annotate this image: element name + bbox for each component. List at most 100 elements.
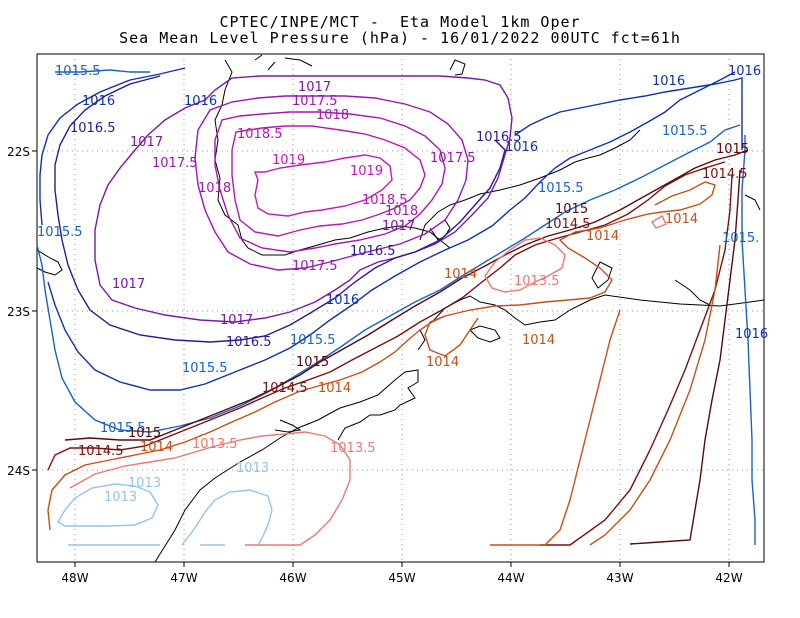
- isobar-label: 1016.5: [70, 121, 116, 136]
- lon-tick-label: 48W: [61, 571, 88, 585]
- coastline-segment: [254, 54, 313, 71]
- isobar-label: 1014: [444, 267, 477, 282]
- coastline-segment: [674, 279, 711, 306]
- isobar-label: 1013: [104, 490, 137, 505]
- isobar-label: 1017.5: [430, 151, 476, 166]
- isobar-label: 1019: [350, 164, 383, 179]
- isobar-label: 1016: [652, 74, 685, 89]
- isobar-label: 1013: [236, 461, 269, 476]
- isobar-label: 1017: [220, 313, 253, 328]
- isobar-label: 1013: [128, 476, 161, 491]
- isobar-c1015_5: [55, 69, 150, 73]
- isobar-label: 1018: [198, 181, 231, 196]
- isobar-label: 1017: [298, 80, 331, 95]
- isobar-label: 1015.5: [37, 225, 83, 240]
- isobar-label: 1014: [318, 381, 351, 396]
- map-title-line-1: CPTEC/INPE/MCT - Eta Model 1km Oper: [219, 13, 581, 31]
- isobar-label: 1016: [728, 64, 761, 79]
- map-frame: [36, 53, 765, 563]
- lon-tick-label: 47W: [170, 571, 197, 585]
- isobar-label: 1017.5: [292, 259, 338, 274]
- isobar-label: 1014: [426, 355, 459, 370]
- isobar-label: 1015: [128, 426, 161, 441]
- isobar-c1013: [57, 483, 159, 527]
- isobar-label: 1015.: [722, 231, 759, 246]
- isobar-c1017_5: [194, 95, 469, 271]
- isobar-label: 1014: [665, 212, 698, 227]
- isobar-label: 1017: [130, 135, 163, 150]
- isobar-label: 1019: [272, 153, 305, 168]
- map-title-line-2: Sea Mean Level Pressure (hPa) - 16/01/20…: [119, 29, 681, 47]
- isobar-label: 1018: [316, 108, 349, 123]
- isobar-label: 1018: [385, 204, 418, 219]
- coastline-segment: [419, 129, 641, 241]
- isobar-c1014: [424, 315, 479, 357]
- isobar-label: 1016: [505, 140, 538, 155]
- isobar-c1015_5: [741, 135, 756, 545]
- coastline-segment: [154, 369, 419, 563]
- isobar-c1016: [39, 67, 186, 226]
- isobar-label: 1017.5: [152, 156, 198, 171]
- isobar-label: 1016: [326, 293, 359, 308]
- coastline-segment: [214, 59, 451, 256]
- coastline-segment: [36, 249, 63, 276]
- coastline-segment: [469, 325, 501, 343]
- isobar-c1016_5: [54, 75, 506, 343]
- isobar-label: 1014.5: [78, 444, 124, 459]
- isobar-c1013_5: [484, 237, 566, 293]
- isobar-label: 1017.5: [292, 94, 338, 109]
- lon-tick-label: 46W: [279, 571, 306, 585]
- isobar-label: 1014: [586, 229, 619, 244]
- isobar-label: 1016.5: [226, 335, 272, 350]
- lon-tick-label: 43W: [606, 571, 633, 585]
- isobar-label: 1013.5: [514, 274, 560, 289]
- isobar-c1014_5: [47, 161, 726, 471]
- isobar-label: 1018.5: [237, 127, 283, 142]
- isobar-label: 1016.5: [476, 130, 522, 145]
- isobar-c1013_5: [651, 215, 667, 229]
- isobar-label: 1015: [555, 202, 588, 217]
- isobar-label: 1013.5: [330, 441, 376, 456]
- graticule: [37, 54, 764, 562]
- isobar-c1015: [64, 149, 749, 441]
- isobar-label: 1017: [382, 219, 415, 234]
- isobar-c1018_5: [231, 125, 426, 237]
- isobar-label: 1016: [184, 94, 217, 109]
- lon-tick-label: 45W: [388, 571, 415, 585]
- lon-tick-label: 44W: [497, 571, 524, 585]
- lat-tick-label: 22S: [7, 145, 30, 159]
- isobar-c1015: [629, 169, 741, 545]
- isobar-label: 1014: [140, 440, 173, 455]
- isobar-c1016: [514, 77, 743, 150]
- isobar-c1015_5: [36, 124, 741, 433]
- lon-tick-label: 42W: [715, 571, 742, 585]
- isobar-label: 1014.5: [262, 381, 308, 396]
- coastline-segment: [449, 59, 466, 76]
- isobar-label: 1014.5: [702, 167, 748, 182]
- isobar-label: 1016.5: [350, 244, 396, 259]
- coastline-segment: [744, 194, 761, 211]
- isobar-c1014: [490, 309, 621, 546]
- isobar-c1017: [94, 75, 513, 323]
- coastline-segment: [274, 419, 302, 433]
- isobar-label: 1016: [735, 327, 768, 342]
- isobar-label: 1018.5: [362, 193, 408, 208]
- isobar-c1016: [47, 71, 736, 391]
- isobar-c1014_5: [540, 174, 733, 546]
- isobar-c1014: [444, 181, 716, 317]
- isobar-label: 1013.5: [192, 437, 238, 452]
- isobar-label: 1015.5: [662, 124, 708, 139]
- isobar-label: 1015.5: [290, 333, 336, 348]
- coastline: [36, 54, 765, 563]
- isobar-c1013_5: [69, 431, 351, 546]
- isobar-c1013: [181, 489, 273, 546]
- isobar-label: 1016: [82, 94, 115, 109]
- isobar-c1019: [253, 154, 393, 217]
- isobar-labels: 1015.5 1016 1016.5 1017 1017.5 1017 1017…: [37, 64, 768, 505]
- lat-tick-label: 24S: [7, 464, 30, 478]
- isobars: [36, 67, 756, 546]
- isobar-c1018: [214, 111, 446, 253]
- coastline-segment: [417, 294, 765, 351]
- isobar-label: 1015.5: [55, 64, 101, 79]
